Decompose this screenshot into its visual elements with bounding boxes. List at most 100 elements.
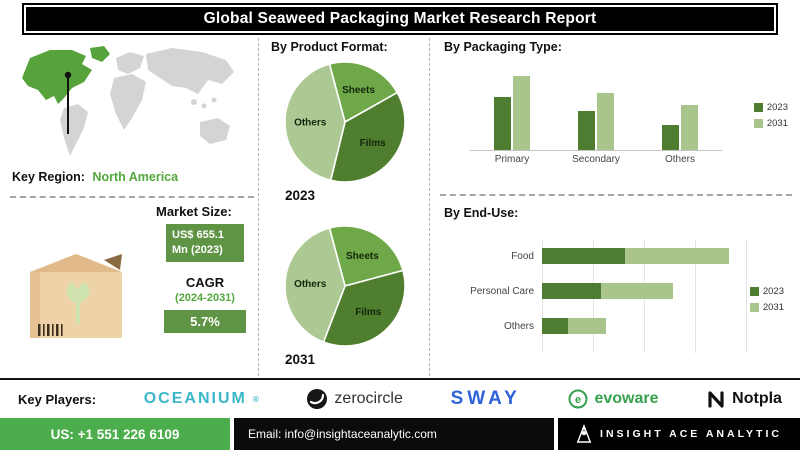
africa-shape <box>110 74 146 130</box>
bar-group-secondary: Secondary <box>572 68 620 165</box>
hbar-row-personal-care: Personal Care <box>446 283 746 299</box>
barcode-icon <box>38 324 63 336</box>
hbar-row-others: Others <box>446 318 746 334</box>
packaging-type-heading: By Packaging Type: <box>444 40 562 54</box>
island-shape <box>211 97 217 103</box>
hbar-segment-2023 <box>542 318 568 334</box>
hbar-segment-2031 <box>624 248 730 264</box>
zerocircle-logo-text: zerocircle <box>334 390 403 407</box>
legend-item-2023: 2023 <box>753 102 788 113</box>
key-region-label: Key Region: <box>12 170 85 184</box>
pie-slice-others <box>284 227 346 344</box>
key-players-label: Key Players: <box>18 391 97 407</box>
australia-shape <box>200 118 230 144</box>
box-corner-fold <box>104 254 122 270</box>
packaging-type-legend: 2023 2031 <box>753 102 788 129</box>
phone-block: US: +1 551 226 6109 <box>0 418 230 450</box>
hbar-track <box>542 283 746 299</box>
pie-slice-sheets <box>328 61 399 124</box>
hbar-segment-2031 <box>600 283 674 299</box>
pie-slice-sheets <box>328 225 404 287</box>
market-size-badge: US$ 655.1 Mn (2023) <box>166 224 244 262</box>
hbar-category-label: Personal Care <box>470 285 534 297</box>
notpla-icon <box>708 391 724 408</box>
bar-2031 <box>681 104 698 150</box>
hbar-track <box>542 318 746 334</box>
bar-category-label: Secondary <box>572 154 620 165</box>
report-title: Global Seaweed Packaging Market Research… <box>203 10 597 27</box>
south-america-shape <box>60 104 88 156</box>
cagr-label: CAGR <box>185 274 225 290</box>
oceanium-logo: OCEANIUM ® <box>144 390 259 408</box>
pie-slice-films <box>329 91 406 183</box>
pie-year-2031: 2031 <box>285 352 316 367</box>
market-size-label: Market Size: <box>156 204 232 219</box>
brand-name: INSIGHT ACE ANALYTIC <box>600 428 782 440</box>
pie-slice-label: Others <box>294 117 327 128</box>
hbar-segment-2023 <box>542 283 601 299</box>
footer-bar: US: +1 551 226 6109 Email: info@insighta… <box>0 418 800 450</box>
evoware-icon: e <box>568 389 588 409</box>
bar-group-others: Others <box>662 68 698 165</box>
bar-2031 <box>597 92 614 150</box>
pie-slice-label: Sheets <box>346 251 379 262</box>
region-market-panel: Key Region: North America Market Size: U… <box>8 38 256 378</box>
bar-2023 <box>662 125 679 150</box>
brand-block: INSIGHT ACE ANALYTIC <box>558 418 800 450</box>
hbar-segment-2031 <box>567 318 606 334</box>
hbar-category-label: Food <box>511 250 534 262</box>
legend-label: 2023 <box>762 286 784 297</box>
svg-text:e: e <box>575 394 581 406</box>
bar-2023 <box>578 111 595 150</box>
greenland-shape <box>90 46 110 62</box>
pie-chart-2031: Sheets Films Others <box>284 225 406 347</box>
plant-leaf-icon <box>76 282 90 304</box>
legend-swatch <box>753 103 763 112</box>
hbar-category-label: Others <box>503 320 534 332</box>
map-pin-head <box>64 71 72 79</box>
island-shape <box>201 103 207 109</box>
sway-logo-text: SWAY <box>450 388 521 409</box>
report-title-banner: Global Seaweed Packaging Market Research… <box>24 5 776 33</box>
pie-slice-label: Films <box>355 307 382 318</box>
legend-swatch <box>753 119 763 128</box>
cagr-period: (2024-2031) <box>175 291 235 304</box>
sway-logo: SWAY <box>451 388 521 410</box>
pie-chart-2023: Sheets Films Others <box>284 61 406 183</box>
box-shade <box>30 272 40 338</box>
right-divider <box>440 194 792 196</box>
legend-swatch <box>749 303 759 312</box>
market-size-block: Market Size: US$ 655.1 Mn (2023) CAGR (2… <box>154 204 256 333</box>
plant-leaf-icon <box>66 282 80 304</box>
legend-item-2031: 2031 <box>749 302 784 313</box>
oceanium-logo-text: OCEANIUM <box>143 390 247 407</box>
cagr-badge: 5.7% <box>164 309 246 333</box>
email-block: Email: info@insightaceanalytic.com <box>234 418 554 450</box>
notpla-logo-text: Notpla <box>732 390 782 407</box>
europe-shape <box>116 52 144 74</box>
hbar-track <box>542 248 746 264</box>
end-use-legend: 2023 2031 <box>749 286 784 313</box>
bar-2023 <box>494 96 511 150</box>
pie-slice-others <box>284 63 346 182</box>
asia-shape <box>146 48 234 94</box>
legend-label: 2023 <box>766 102 788 113</box>
registered-mark: ® <box>252 394 259 404</box>
key-region-value: North America <box>92 170 179 184</box>
hbar-row-food: Food <box>446 248 746 264</box>
left-divider <box>10 196 254 198</box>
pie-year-2023: 2023 <box>285 188 316 203</box>
zerocircle-logo: zerocircle <box>306 388 403 410</box>
bar-category-label: Others <box>664 154 696 165</box>
hbar-segment-2023 <box>542 248 625 264</box>
evoware-logo: e evoware <box>568 389 659 409</box>
packaging-type-chart: Primary Secondary Others <box>470 68 722 165</box>
evoware-logo-text: evoware <box>594 390 659 407</box>
product-format-heading: By Product Format: <box>271 40 388 54</box>
package-illustration <box>30 254 122 338</box>
legend-label: 2031 <box>766 118 788 129</box>
email-address: Email: info@insightaceanalytic.com <box>248 427 437 441</box>
pie-slice-label: Sheets <box>342 85 375 96</box>
zerocircle-icon <box>307 389 328 409</box>
